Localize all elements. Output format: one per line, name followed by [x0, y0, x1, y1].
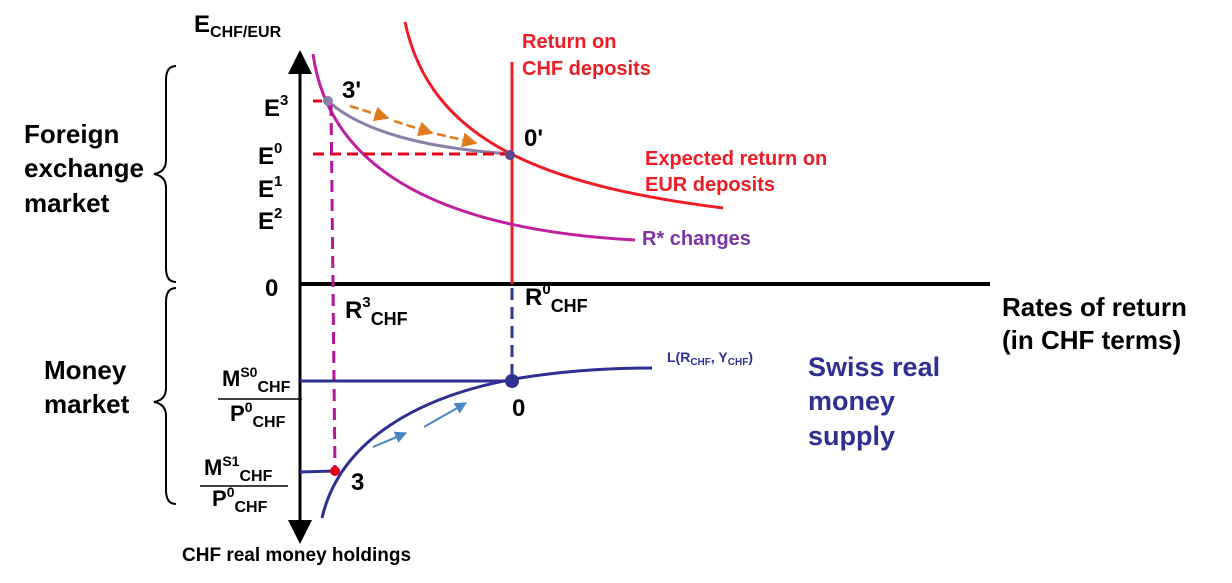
chf-return-label-2: CHF deposits — [522, 58, 651, 80]
swiss-supply-label-3: supply — [808, 421, 895, 451]
foreign-exchange-brace — [153, 65, 177, 283]
eur-return-label-1: Expected return on — [645, 148, 827, 170]
swiss-supply-label-1: Swiss real — [808, 352, 940, 382]
bottom-axis-label: CHF real money holdings — [182, 545, 411, 566]
swiss-supply-label-2: money — [808, 386, 895, 416]
point-0prime-marker — [505, 150, 515, 160]
money-market-label-2: market — [44, 389, 130, 419]
point-3prime-label: 3' — [342, 77, 361, 104]
y-axis-label: ECHF/EUR — [194, 11, 282, 41]
point-0-label: 0 — [512, 395, 525, 422]
adjustment-path — [326, 99, 513, 156]
r3-dashed-line — [329, 103, 337, 471]
point-3-label: 3 — [351, 469, 364, 496]
r3-label: R3CHF — [345, 294, 408, 329]
orange-arrow-2 — [393, 119, 434, 137]
x-axis-label-line1: Rates of return — [1002, 292, 1187, 322]
foreign-exchange-label-2: exchange — [24, 153, 144, 183]
blue-arrow-2 — [423, 402, 468, 428]
ms1-numerator: MS1CHF — [204, 453, 273, 485]
orange-arrow-1 — [349, 104, 390, 122]
x-axis-label-line2: (in CHF terms) — [1002, 325, 1181, 355]
ms0-denominator: P0CHF — [230, 399, 286, 431]
blue-arrow-1 — [372, 431, 408, 448]
orange-arrow-3 — [436, 132, 478, 148]
eur-return-label-2: EUR deposits — [645, 174, 775, 196]
r-star-shifted-curve — [311, 53, 636, 242]
money-demand-label: L(RCHF, YCHF) — [667, 349, 753, 368]
ms1-denominator: P0CHF — [212, 484, 268, 516]
point-0-marker — [505, 374, 519, 388]
e0-label: E0 — [258, 140, 282, 170]
chf-return-label-1: Return on — [522, 31, 616, 53]
eur-expected-return-curve — [403, 21, 724, 210]
point-0prime-label: 0' — [524, 125, 543, 152]
e1-label: E1 — [258, 173, 282, 203]
money-supply-1-line — [299, 469, 336, 474]
e3-label: E3 — [264, 92, 288, 122]
money-demand-curve — [320, 366, 653, 519]
point-3-marker — [330, 466, 340, 476]
r0-label: R0CHF — [525, 281, 588, 316]
foreign-exchange-label-1: Foreign — [24, 119, 119, 149]
point-3prime-marker — [323, 96, 333, 106]
origin-label: 0 — [265, 275, 278, 302]
e2-label: E2 — [258, 205, 282, 235]
money-market-label-1: Money — [44, 355, 127, 385]
foreign-exchange-label-3: market — [24, 188, 110, 218]
r-star-label: R* changes — [642, 228, 751, 250]
money-market-brace — [153, 287, 177, 505]
ms0-numerator: MS0CHF — [222, 364, 291, 396]
